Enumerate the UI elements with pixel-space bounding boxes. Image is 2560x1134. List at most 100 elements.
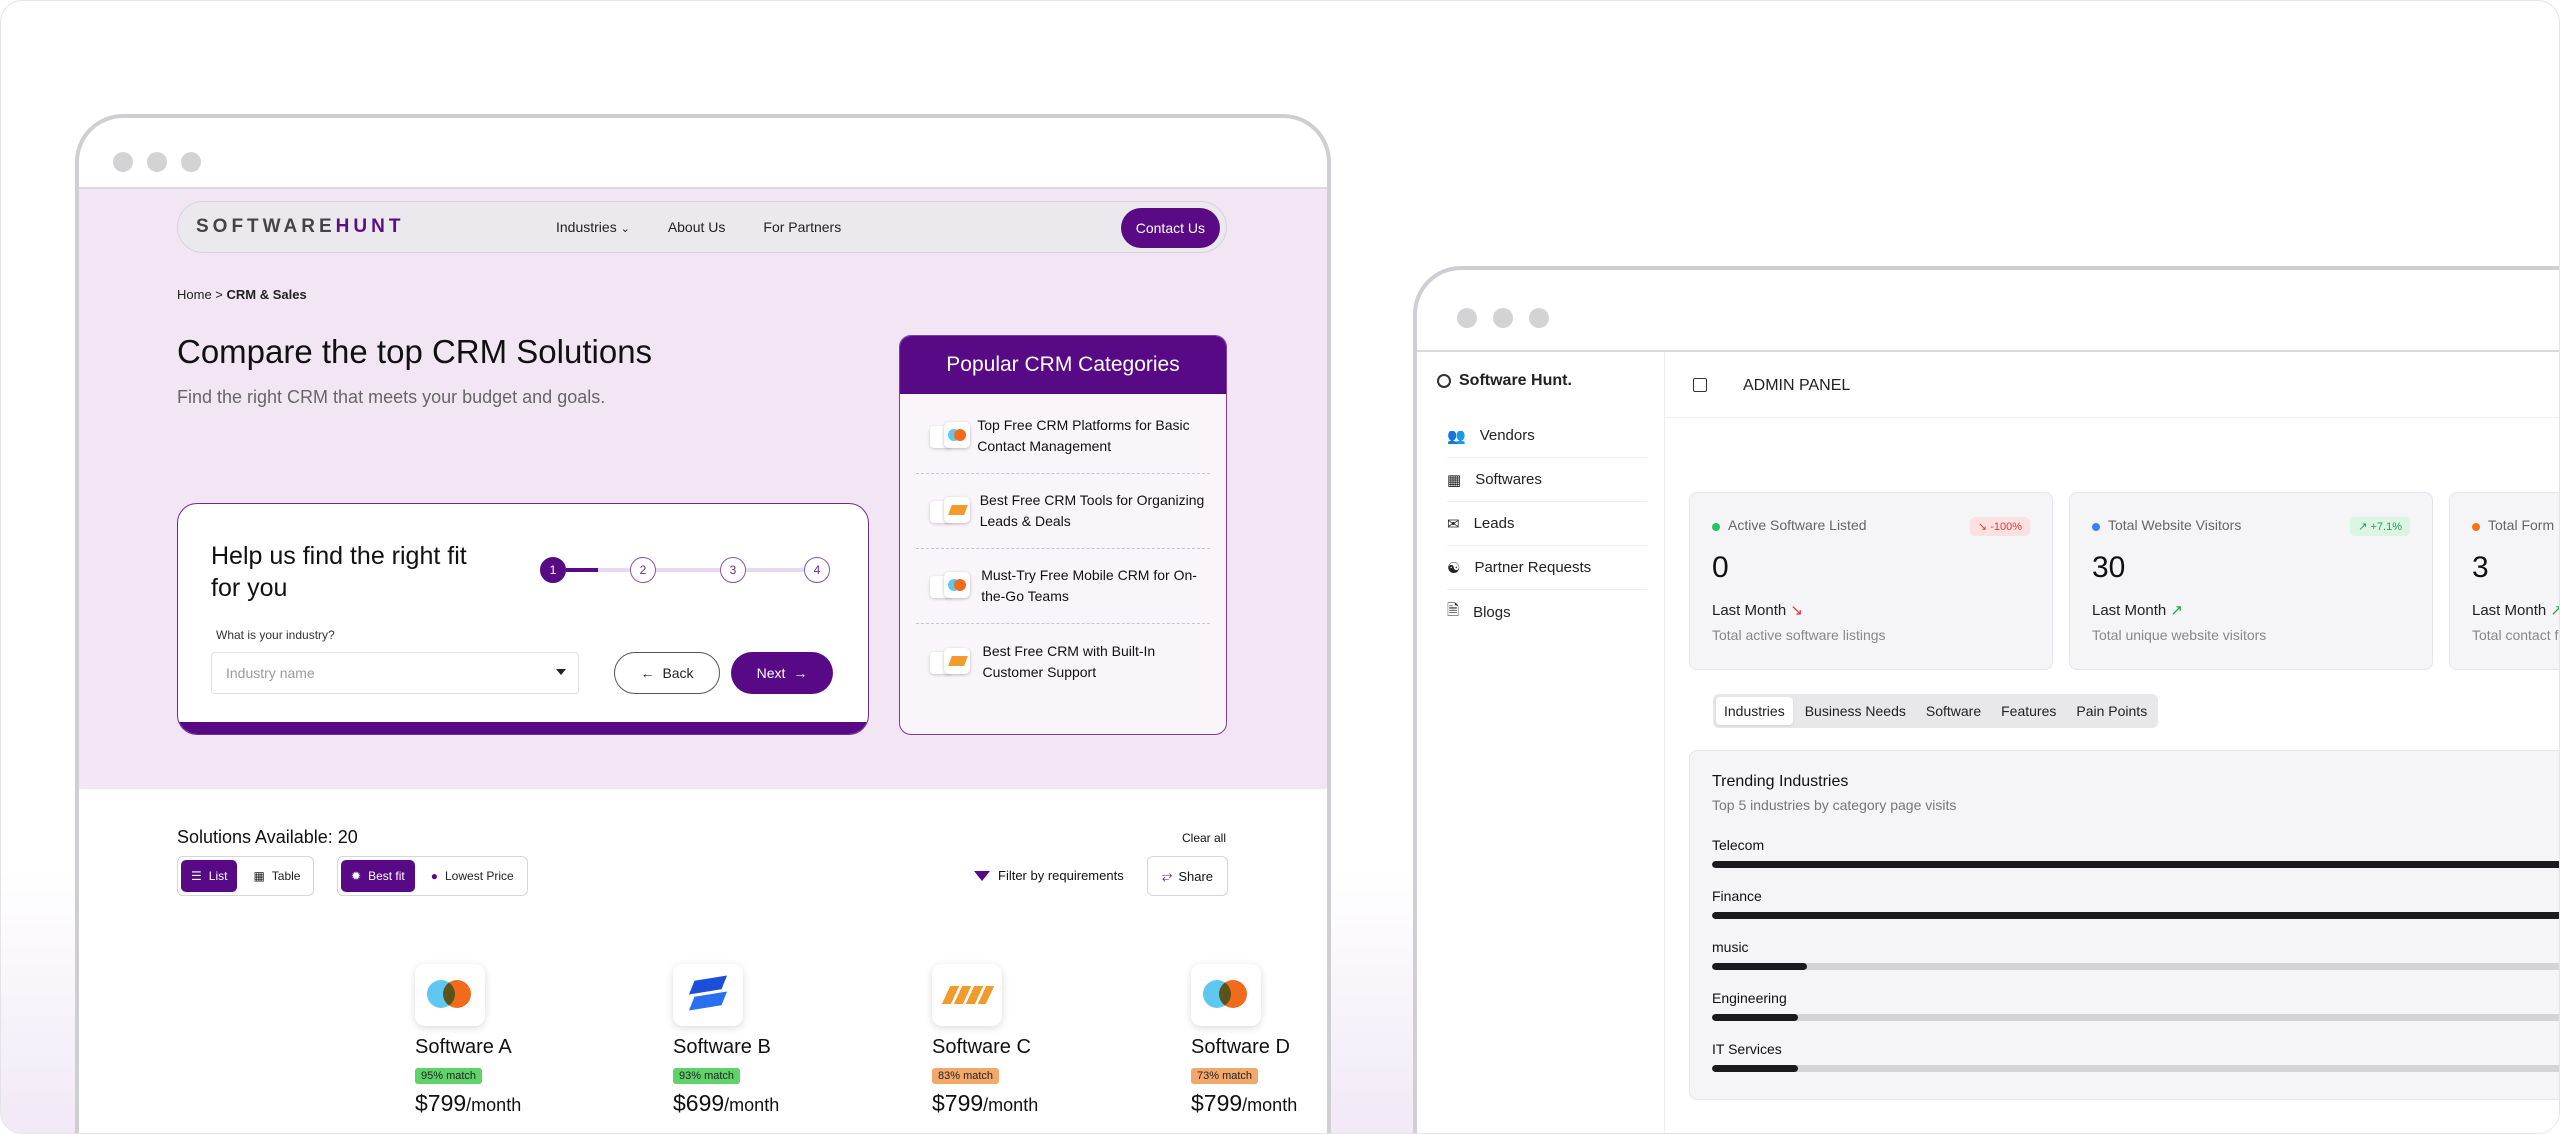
nav-industries[interactable]: Industries ⌄ bbox=[556, 219, 630, 235]
category-link[interactable]: Best Free CRM Tools for Organizing Leads… bbox=[916, 474, 1210, 549]
industry-name: Telecom bbox=[1712, 837, 1765, 853]
stat-description: Total unique website visitors bbox=[2092, 627, 2267, 643]
industry-bar-fill bbox=[1712, 912, 2559, 919]
nav-about[interactable]: About Us bbox=[667, 219, 726, 235]
list-view-button[interactable]: ☰ List bbox=[181, 860, 238, 892]
price-period: /month bbox=[466, 1095, 522, 1115]
logo-text-b: HUNT bbox=[335, 216, 405, 237]
step-2[interactable]: 2 bbox=[630, 557, 656, 583]
tab-software[interactable]: Software bbox=[1925, 703, 1982, 719]
window-dot[interactable] bbox=[181, 152, 201, 172]
industry-question: What is your industry? bbox=[216, 628, 335, 642]
stat-card: Total Form F 3 Last Month ↗ Total contac… bbox=[2449, 492, 2559, 670]
arrow-left-icon: ← bbox=[640, 665, 655, 681]
industry-bar-fill bbox=[1712, 1014, 1798, 1021]
handshake-icon: ☯ bbox=[1447, 559, 1461, 577]
step-1[interactable]: 1 bbox=[540, 557, 566, 583]
price-period: /month bbox=[983, 1095, 1039, 1115]
category-label: Best Free CRM Tools for Organizing Leads… bbox=[979, 492, 1205, 529]
admin-brand[interactable]: Software Hunt. bbox=[1437, 372, 1572, 390]
sidebar-toggle-icon[interactable] bbox=[1693, 378, 1707, 392]
trend-down-icon: ↘ bbox=[1977, 521, 1991, 533]
tab-pain-points[interactable]: Pain Points bbox=[2076, 703, 2148, 719]
popular-categories-panel: Popular CRM Categories Top Free CRM Plat… bbox=[899, 335, 1227, 735]
software-card[interactable]: Software D 73% match $799/month bbox=[1191, 964, 1327, 1117]
stat-period: Last Month ↗ bbox=[2092, 601, 2183, 619]
industry-select[interactable]: Industry name bbox=[211, 652, 579, 694]
filter-label: Filter by requirements bbox=[998, 868, 1124, 883]
price-period: /month bbox=[1242, 1095, 1298, 1115]
tab-features[interactable]: Features bbox=[2001, 703, 2057, 719]
software-card[interactable]: Software C 83% match $799/month bbox=[932, 964, 1092, 1117]
best-fit-button[interactable]: ✹ Best fit bbox=[341, 860, 415, 892]
sparkle-icon: ✹ bbox=[351, 869, 362, 883]
next-button[interactable]: Next → bbox=[731, 652, 833, 694]
period-label: Last Month bbox=[2472, 602, 2547, 619]
sort-toggle: ✹ Best fit ● Lowest Price bbox=[337, 856, 528, 896]
sidebar-label: Vendors bbox=[1479, 427, 1535, 444]
lowest-price-button[interactable]: ● Lowest Price bbox=[421, 860, 524, 892]
sidebar-item-leads[interactable]: ✉ Leads bbox=[1447, 502, 1647, 546]
sidebar-item-softwares[interactable]: ▦ Softwares bbox=[1447, 458, 1647, 502]
window-dot[interactable] bbox=[113, 152, 133, 172]
coins-icon: ● bbox=[430, 869, 438, 883]
software-card[interactable]: Software B 93% match $699/month bbox=[673, 964, 833, 1117]
sidebar-label: Softwares bbox=[1475, 471, 1542, 488]
nav-links: Industries ⌄ About Us For Partners bbox=[556, 219, 841, 235]
caret-down-icon bbox=[556, 669, 566, 675]
software-logo bbox=[673, 964, 743, 1026]
category-link[interactable]: Top Free CRM Platforms for Basic Contact… bbox=[916, 399, 1210, 474]
lowest-price-label: Lowest Price bbox=[445, 869, 514, 883]
software-price: $699/month bbox=[673, 1090, 833, 1117]
stat-label: Total Website Visitors bbox=[2108, 517, 2242, 533]
step-3[interactable]: 3 bbox=[720, 557, 746, 583]
breadcrumb-home[interactable]: Home > bbox=[177, 287, 227, 302]
admin-page: Software Hunt. 👥 Vendors ▦ Softwares ✉ Lead… bbox=[1417, 350, 2559, 1133]
window-dot[interactable] bbox=[1457, 308, 1477, 328]
status-dot bbox=[2092, 523, 2100, 531]
share-button[interactable]: ⥂ Share bbox=[1147, 856, 1228, 896]
window-dot[interactable] bbox=[147, 152, 167, 172]
next-label: Next bbox=[756, 665, 786, 681]
sidebar-item-blogs[interactable]: 🗎 Blogs bbox=[1447, 590, 1647, 634]
change-value: +7.1% bbox=[2370, 521, 2403, 533]
step-4[interactable]: 4 bbox=[804, 557, 830, 583]
nav-partners[interactable]: For Partners bbox=[763, 219, 842, 235]
logo-text-a: SOFTWARE bbox=[196, 216, 336, 237]
stat-card: Active Software Listed ↘ -100% 0 Last Mo… bbox=[1689, 492, 2053, 670]
step-connector bbox=[746, 568, 804, 572]
stat-value: 0 bbox=[1712, 551, 1729, 584]
window-controls bbox=[1457, 308, 1549, 328]
chevron-down-icon: ⌄ bbox=[620, 223, 630, 235]
clear-all-link[interactable]: Clear all bbox=[1182, 831, 1227, 845]
users-icon: 👥 bbox=[1447, 427, 1466, 445]
software-card[interactable]: Software A 95% match $799/month bbox=[415, 964, 575, 1117]
tab-industries[interactable]: Industries bbox=[1716, 697, 1793, 725]
stat-description: Total contact f bbox=[2472, 627, 2559, 643]
sidebar-item-partner-requests[interactable]: ☯ Partner Requests bbox=[1447, 546, 1647, 590]
window-dot[interactable] bbox=[1493, 308, 1513, 328]
filter-requirements-button[interactable]: Filter by requirements bbox=[974, 868, 1124, 883]
back-button[interactable]: ← Back bbox=[614, 652, 720, 694]
site-logo[interactable]: SOFTWAREHUNT bbox=[196, 216, 404, 238]
software-name: Software A bbox=[415, 1036, 512, 1058]
browser-window-admin: Software Hunt. 👥 Vendors ▦ Softwares ✉ Lead… bbox=[1413, 266, 2559, 1133]
stat-description: Total active software listings bbox=[1712, 627, 1886, 643]
window-dot[interactable] bbox=[1529, 308, 1549, 328]
industry-row: music bbox=[1712, 939, 2559, 970]
price-amount: $699 bbox=[673, 1090, 725, 1116]
window-controls bbox=[113, 152, 201, 172]
category-link[interactable]: Must-Try Free Mobile CRM for On-the-Go T… bbox=[916, 549, 1210, 624]
category-label: Must-Try Free Mobile CRM for On-the-Go T… bbox=[981, 567, 1197, 604]
software-price: $799/month bbox=[932, 1090, 1092, 1117]
software-name: Software B bbox=[673, 1036, 771, 1058]
category-thumbnail bbox=[930, 570, 970, 602]
category-link[interactable]: Best Free CRM with Built-In Customer Sup… bbox=[916, 624, 1210, 699]
contact-button[interactable]: Contact Us bbox=[1120, 208, 1220, 248]
tab-business-needs[interactable]: Business Needs bbox=[1804, 703, 1906, 719]
trending-industries-card: Trending Industries Top 5 industries by … bbox=[1689, 750, 2559, 1100]
stat-value: 30 bbox=[2092, 551, 2126, 584]
table-view-button[interactable]: ▦ Table bbox=[243, 860, 310, 892]
sidebar-item-vendors[interactable]: 👥 Vendors bbox=[1447, 414, 1647, 458]
